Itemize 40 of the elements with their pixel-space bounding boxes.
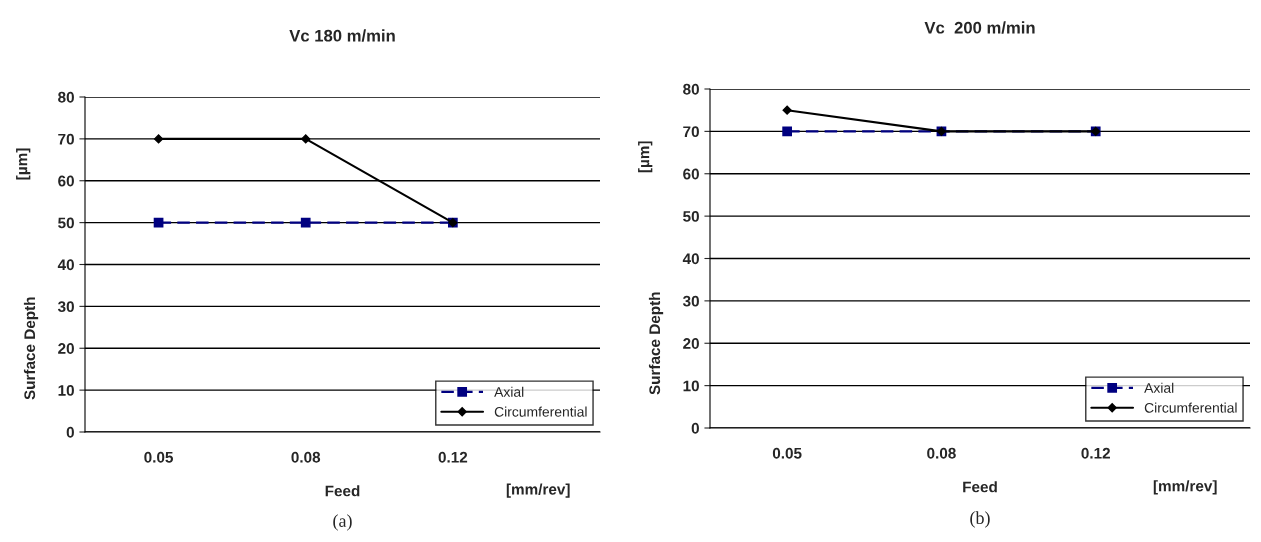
text: (a): [333, 514, 352, 531]
x-tick-label: 0.08: [291, 451, 321, 463]
y-tick-label: 50: [58, 217, 74, 229]
y-tick-label: 20: [683, 338, 699, 349]
y-axis-title: Surface Depth: [648, 292, 664, 395]
chart-title: Vc 180 m/min: [289, 29, 395, 42]
y-tick-label: 40: [57, 259, 74, 271]
y-tick-label: 80: [683, 83, 699, 95]
y-tick-label: 70: [683, 126, 699, 138]
text: [mm/rev]: [1153, 480, 1217, 495]
y-tick-label: 0: [691, 422, 699, 434]
x-axis-title: Feed: [963, 481, 997, 493]
legend-label: Axial: [494, 386, 524, 397]
x-axis-title: Feed: [325, 485, 360, 497]
y-tick-label: 50: [683, 210, 699, 222]
y-tick-label: 0: [66, 426, 74, 438]
text: (b): [970, 511, 990, 528]
legend-label: Axial: [1144, 382, 1174, 393]
y-tick-label: 70: [58, 133, 74, 145]
x-tick-label: 0.12: [1081, 447, 1110, 459]
y-tick-label: 60: [58, 175, 74, 187]
y-tick-label: 30: [682, 295, 699, 307]
text: [µm]: [16, 148, 31, 180]
text: [mm/rev]: [506, 483, 570, 498]
y-tick-label: 60: [683, 168, 699, 180]
legend-label: Circumferential: [1144, 402, 1237, 413]
chart-title: Vc 200 m/min: [924, 21, 1035, 34]
y-axis-title: Surface Depth: [23, 297, 39, 400]
y-tick-label: 40: [682, 253, 699, 265]
y-tick-label: 10: [683, 380, 699, 392]
legend-label: Circumferential: [494, 406, 587, 417]
text: [µm]: [638, 141, 653, 173]
x-tick-label: 0.08: [927, 447, 956, 459]
y-tick-label: 30: [57, 301, 74, 313]
y-tick-label: 20: [58, 343, 74, 354]
x-tick-label: 0.12: [438, 451, 468, 463]
y-tick-label: 80: [58, 91, 74, 103]
x-tick-label: 0.05: [772, 447, 802, 459]
y-tick-label: 10: [58, 384, 74, 396]
x-tick-label: 0.05: [144, 451, 174, 463]
